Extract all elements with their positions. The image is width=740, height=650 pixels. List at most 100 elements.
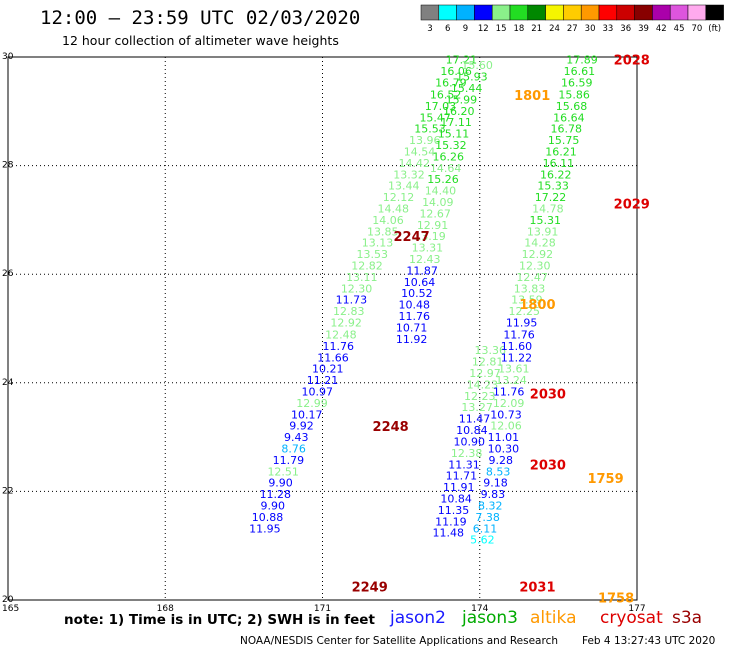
wave-height-label: 14.48	[378, 202, 410, 215]
wave-height-label: 12.92	[330, 317, 362, 330]
wave-height-label: 13.53	[357, 248, 389, 261]
plot-frame	[7, 56, 638, 601]
wave-height-label: 9.90	[260, 500, 285, 513]
y-tick-label: 30	[2, 52, 14, 62]
wave-height-label: 9.43	[284, 431, 309, 444]
colorbar-label: 70	[691, 24, 702, 34]
wave-height-label: 13.31	[412, 242, 444, 255]
legend-jason3: jason3	[462, 608, 518, 628]
wave-height-label: 13.83	[514, 282, 546, 295]
wave-height-label: 15.32	[435, 139, 467, 152]
wave-height-label: 13.61	[498, 363, 530, 376]
wave-height-label: 12.48	[325, 328, 357, 341]
page-subtitle: 12 hour collection of altimeter wave hei…	[62, 33, 339, 48]
wave-height-label: 16.59	[561, 77, 593, 90]
colorbar-swatch	[669, 4, 689, 21]
colorbar-swatch	[491, 4, 511, 21]
wave-height-label: 12.83	[333, 305, 365, 318]
wave-height-label: 12.91	[417, 219, 449, 232]
wave-height-label: 14.64	[430, 162, 462, 175]
wave-height-label: 17.22	[535, 191, 567, 204]
colorbar-label: 42	[656, 24, 667, 34]
wave-height-label: 14.78	[532, 202, 564, 215]
wave-height-label: 15.99	[446, 93, 478, 106]
colorbar-label: 6	[445, 24, 450, 34]
wave-height-label: 14.42	[398, 157, 430, 170]
wave-height-label: 7.38	[475, 511, 500, 524]
colorbar-swatch	[563, 4, 582, 21]
wave-height-label: 15.86	[558, 88, 590, 101]
legend-cryosat: cryosat	[600, 608, 663, 628]
wave-height-label: 14.23	[467, 378, 499, 391]
time-label: 2249	[352, 580, 388, 595]
colorbar-label: 9	[463, 24, 468, 34]
wave-height-label: 11.87	[406, 264, 438, 277]
wave-height-label: 15.68	[556, 100, 588, 113]
wave-height-label: 10.17	[291, 408, 323, 421]
wave-height-label: 15.93	[456, 71, 488, 84]
wave-height-label: 11.60	[501, 340, 533, 353]
wave-height-label: 16.61	[564, 65, 596, 78]
wave-height-label: 12.38	[451, 447, 483, 460]
wave-height-label: 14.28	[524, 237, 556, 250]
wave-height-label: 13.27	[461, 401, 493, 414]
time-label: 1800	[519, 298, 555, 313]
wave-height-label: 8.32	[478, 500, 503, 513]
colorbar-swatch	[474, 4, 493, 21]
wave-height-label: 12.09	[493, 397, 525, 410]
wave-height-label: 16.64	[553, 111, 585, 124]
wave-height-label: 17.03	[425, 100, 457, 113]
wave-height-label: 12.23	[464, 390, 496, 403]
legend-altika: altika	[530, 608, 577, 628]
wave-height-label: 10.64	[404, 276, 436, 289]
wave-height-label: 14.06	[372, 214, 404, 227]
x-tick-label: 174	[471, 604, 488, 614]
wave-height-label: 15.44	[451, 82, 483, 95]
wave-height-label: 13.36	[474, 344, 506, 357]
time-label: 1801	[514, 89, 550, 104]
y-tick-label: 28	[2, 161, 14, 171]
page-title: 12:00 – 23:59 UTC 02/03/2020	[40, 7, 361, 29]
colorbar-label: (ft)	[708, 24, 721, 34]
wave-height-label: 15.53	[414, 123, 446, 136]
wave-height-label: 14.40	[425, 185, 457, 198]
wave-height-label: 12.25	[509, 305, 541, 318]
colorbar-label: 27	[567, 24, 578, 34]
wave-height-label: 12.06	[490, 420, 522, 433]
wave-height-label: 15.31	[530, 214, 562, 227]
wave-height-label: 13.96	[409, 134, 441, 147]
wave-height-label: 10.90	[454, 435, 486, 448]
colorbar-swatch	[545, 4, 564, 21]
wave-height-label: 16.20	[443, 105, 475, 118]
colorbar-label: 3	[427, 24, 432, 34]
wave-height-label: 6.11	[473, 522, 498, 535]
wave-height-label: 11.48	[433, 527, 465, 540]
colorbar-label: 15	[496, 24, 507, 34]
colorbar-label: 33	[602, 24, 613, 34]
y-tick-label: 24	[2, 378, 14, 388]
wave-height-label: 15.11	[438, 128, 470, 141]
wave-height-label: 16.06	[440, 65, 472, 78]
wave-height-label: 11.47	[459, 413, 491, 426]
x-tick-label: 165	[2, 604, 19, 614]
wave-height-label: 14.09	[422, 196, 454, 209]
wave-height-label: 15.47	[419, 111, 451, 124]
wave-height-label: 11.01	[488, 431, 520, 444]
time-label: 2247	[394, 230, 430, 245]
legend-jason2: jason2	[390, 608, 446, 628]
wave-height-label: 11.31	[448, 458, 480, 471]
wave-height-label: 15.33	[537, 180, 569, 193]
colorbar-swatch	[509, 4, 529, 21]
x-tick-label: 171	[314, 604, 331, 614]
wave-height-label: 17.21	[446, 54, 478, 67]
wave-height-label: 13.13	[362, 237, 394, 250]
wave-height-label: 11.22	[501, 351, 533, 364]
wave-height-label: 12.81	[472, 356, 504, 369]
wave-height-label: 11.95	[506, 317, 538, 330]
wave-height-label: 13.85	[367, 225, 399, 238]
wave-height-label: 12.43	[409, 253, 441, 266]
colorbar-label: 18	[513, 24, 524, 34]
time-label: 1759	[587, 472, 623, 487]
wave-height-label: 11.19	[435, 515, 467, 528]
x-tick-label: 177	[628, 604, 645, 614]
